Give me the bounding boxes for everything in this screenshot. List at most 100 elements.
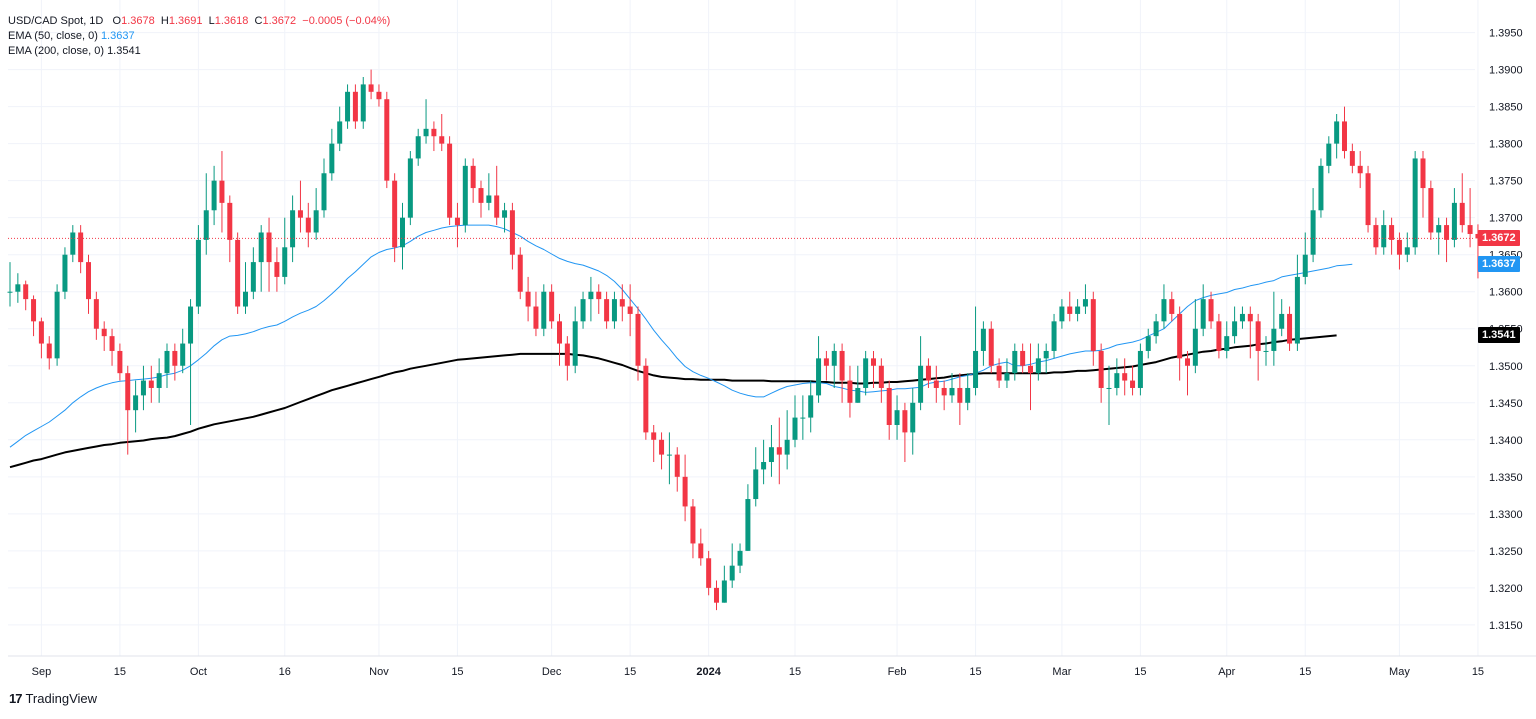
candle-body: [878, 365, 884, 388]
ema200-line-group: [9, 334, 1337, 469]
candle: [15, 273, 21, 303]
ema200-line: [9, 334, 1337, 469]
time-tick-label: Mar: [1052, 666, 1071, 678]
candle-body: [729, 565, 735, 581]
candle-body: [1169, 299, 1175, 314]
candle: [1255, 313, 1261, 381]
candle-body: [502, 210, 508, 218]
candle-body: [1294, 276, 1300, 344]
candle: [1475, 224, 1481, 279]
candle-body: [1459, 202, 1465, 226]
candle: [38, 317, 44, 359]
candle: [172, 343, 178, 381]
candle: [54, 284, 60, 366]
legend-ema200-row[interactable]: EMA (200, close, 0) 1.3541: [8, 44, 390, 59]
low-value: 1.3618: [214, 15, 249, 27]
candle-body: [1373, 225, 1379, 248]
candle-body: [1467, 225, 1473, 234]
time-tick-label: Sep: [32, 666, 52, 678]
symbol-title[interactable]: USD/CAD Spot, 1D: [8, 15, 104, 27]
candle: [1224, 321, 1230, 359]
candle-body: [1263, 350, 1269, 352]
candle-body: [823, 358, 829, 366]
candle: [988, 321, 994, 374]
price-tick-label: 1.3450: [1489, 398, 1523, 410]
candle: [1145, 328, 1151, 359]
candle: [564, 336, 570, 381]
candle-body: [1051, 321, 1057, 351]
candle: [580, 291, 586, 329]
candle: [1365, 165, 1371, 233]
candle: [337, 106, 343, 152]
tradingview-wordmark: TradingView: [25, 691, 98, 706]
candle-body: [784, 439, 790, 455]
candle: [305, 202, 311, 248]
candle: [470, 158, 476, 203]
candle: [93, 291, 99, 340]
time-tick-label: 15: [451, 666, 463, 678]
candle-body: [1365, 173, 1371, 226]
candle: [525, 276, 531, 322]
time-axis[interactable]: Sep 15 Oct 16 Nov 15 Dec 15 2024 15 Feb 15 Mar 15 Apr 1…: [8, 655, 1536, 678]
candle-body: [1028, 365, 1033, 374]
candle: [125, 365, 131, 455]
candle-body: [1012, 350, 1018, 374]
price-axis[interactable]: 1.3950 1.3900 1.3850 1.3800 1.3750 1.3700 1.36…: [1489, 28, 1523, 632]
candle: [392, 173, 398, 263]
candle-body: [62, 254, 68, 292]
high-label: H: [160, 15, 169, 27]
candle-body: [1232, 321, 1238, 337]
candle: [1130, 365, 1136, 396]
candle-body: [101, 328, 107, 337]
candle: [31, 295, 37, 337]
candle-body: [93, 299, 99, 329]
candle-body: [46, 343, 52, 359]
candle-body: [1239, 313, 1245, 322]
legend-ema50-row[interactable]: EMA (50, close, 0) 1.3637: [8, 29, 390, 44]
tradingview-brand[interactable]: 17 TradingView: [9, 691, 97, 706]
time-tick-label: Nov: [369, 666, 389, 678]
candle: [1028, 343, 1033, 411]
candle-body: [156, 373, 162, 388]
candle-body: [918, 365, 924, 403]
candle-body: [7, 291, 13, 293]
candle-body: [1389, 225, 1395, 240]
candle-body: [1106, 387, 1112, 389]
candle-body: [1318, 165, 1324, 211]
candle: [745, 484, 751, 551]
candle-body: [1326, 143, 1332, 166]
ema200-value: 1.3541: [107, 45, 141, 57]
tradingview-logo-icon: 17: [9, 691, 23, 706]
candle: [619, 284, 625, 322]
candle: [980, 321, 986, 366]
candle: [674, 447, 680, 492]
candle-body: [886, 387, 892, 425]
candle-body: [988, 328, 994, 366]
time-tick-label: Apr: [1218, 666, 1235, 678]
candle: [494, 165, 500, 226]
candle-body: [439, 136, 445, 144]
candle-body: [666, 454, 672, 456]
candle: [941, 380, 947, 411]
close-value: 1.3672: [262, 15, 297, 27]
candle: [753, 447, 759, 507]
time-tick-label: 15: [1472, 666, 1484, 678]
candle: [831, 343, 837, 388]
candle: [321, 158, 327, 218]
candle-body: [1381, 225, 1387, 248]
price-tick-label: 1.3900: [1489, 65, 1523, 77]
candle-body: [1396, 239, 1402, 255]
candle-body: [321, 173, 327, 211]
candle: [188, 299, 194, 425]
candle-body: [1428, 188, 1434, 233]
candle: [1381, 210, 1387, 255]
candle: [737, 543, 743, 574]
candle: [996, 358, 1002, 388]
candle-body: [611, 299, 617, 322]
candle-body: [1451, 202, 1457, 240]
candle: [478, 180, 484, 218]
candle: [1459, 173, 1465, 233]
candle-body: [1020, 350, 1026, 366]
candle-body: [902, 410, 908, 433]
candle-body: [1271, 328, 1277, 351]
